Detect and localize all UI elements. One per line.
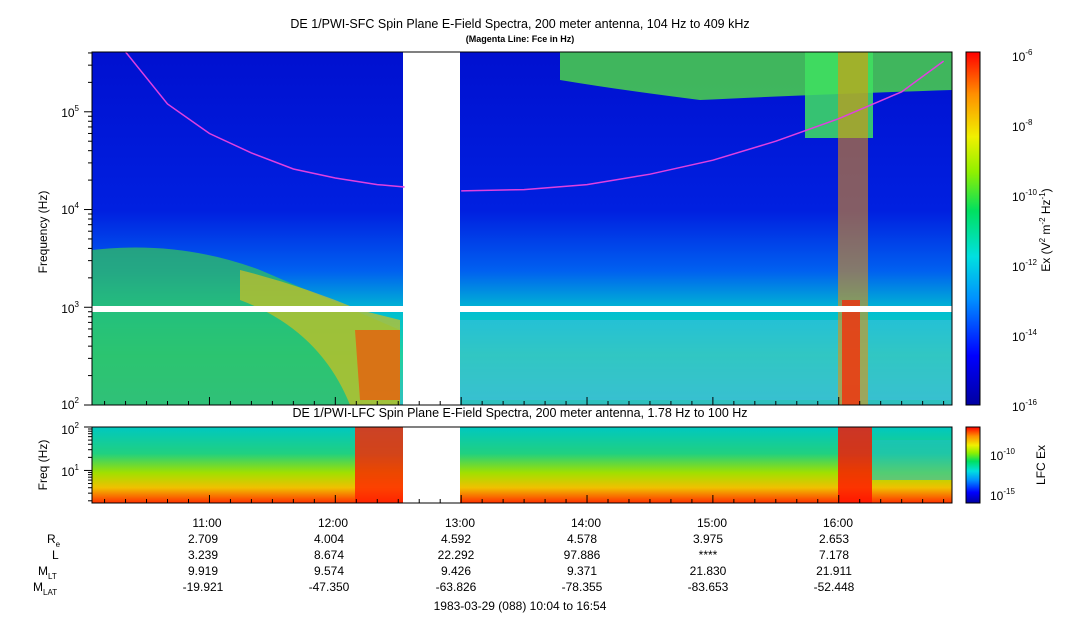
ephemeris-value: 9.919 <box>188 564 218 578</box>
sfc-data-gap <box>403 52 460 405</box>
sfc-colorbar-tick-label: 10-8 <box>1012 118 1033 134</box>
x-tick-marks <box>104 397 945 503</box>
sfc-intense-emission <box>355 330 400 400</box>
ephemeris-label-mlt: MLT <box>38 564 57 581</box>
lfc-burst-right <box>838 427 872 503</box>
lfc-y-tick-label: 102 <box>61 421 79 437</box>
sfc-y-tick-label: 105 <box>61 104 79 120</box>
ephemeris-value: **** <box>699 548 718 562</box>
sfc-colorbar-gradient <box>965 51 981 406</box>
sfc-chart-title: DE 1/PWI-SFC Spin Plane E-Field Spectra,… <box>290 17 750 31</box>
lfc-colorbar-gradient <box>965 426 981 504</box>
lfc-frame <box>91 426 953 504</box>
ephemeris-value: 8.674 <box>314 548 344 562</box>
sfc-colorbar: 10-6 10-8 10-10 10-12 10-14 10-16 Ex (V2… <box>965 48 1053 414</box>
x-tick-label: 11:00 <box>192 516 221 530</box>
ephemeris-value: 2.653 <box>819 532 849 546</box>
ephemeris-value: 22.292 <box>438 548 475 562</box>
sfc-y-tick-label: 104 <box>61 201 79 217</box>
ephemeris-value: 7.178 <box>819 548 849 562</box>
sfc-colorbar-tick-label: 10-16 <box>1012 398 1037 414</box>
sfc-y-tick-marks <box>84 52 92 406</box>
sfc-burst-core <box>842 300 860 405</box>
x-tick-label: 12:00 <box>318 516 348 530</box>
sfc-frame <box>91 51 953 406</box>
lfc-quiet-region <box>872 440 952 480</box>
lfc-y-tick-marks <box>84 426 92 502</box>
x-tick-label: 15:00 <box>697 516 727 530</box>
lfc-data-gap <box>403 427 460 503</box>
ephemeris-value: 9.574 <box>314 564 344 578</box>
sfc-low-freq-emission <box>92 247 400 405</box>
ephemeris-label-mlat: MLAT <box>33 580 57 597</box>
ephemeris-value: 4.578 <box>567 532 597 546</box>
ephemeris-value: -63.826 <box>436 580 477 594</box>
sfc-colorbar-tick-label: 10-12 <box>1012 258 1037 274</box>
lfc-colorbar-tick-label: 10-15 <box>990 487 1015 503</box>
ephemeris-value: 97.886 <box>564 548 601 562</box>
x-tick-label: 13:00 <box>445 516 475 530</box>
ephemeris-label-re: Re <box>47 532 61 549</box>
ephemeris-value: -47.350 <box>309 580 350 594</box>
sfc-missing-band <box>92 306 952 312</box>
lfc-y-tick-label: 101 <box>61 463 79 479</box>
x-tick-label: 14:00 <box>571 516 601 530</box>
lfc-colorbar-label: LFC Ex <box>1034 445 1048 485</box>
ephemeris-value: 4.592 <box>441 532 471 546</box>
sfc-y-axis-label: Frequency (Hz) <box>36 191 50 274</box>
lfc-background <box>92 427 952 503</box>
sfc-chart-subtitle: (Magenta Line: Fce in Hz) <box>465 34 575 44</box>
ephemeris-value: 21.911 <box>816 564 852 578</box>
x-tick-label: 16:00 <box>823 516 853 530</box>
lfc-spectrogram <box>91 426 953 504</box>
ephemeris-value: -83.653 <box>688 580 729 594</box>
lfc-colorbar: 10-10 10-15 LFC Ex <box>965 426 1048 504</box>
sfc-y-tick-label: 102 <box>61 396 79 412</box>
time-range-footer: 1983-03-29 (088) 10:04 to 16:54 <box>433 599 607 613</box>
lfc-colorbar-tick-label: 10-10 <box>990 447 1015 463</box>
fce-line <box>125 51 945 192</box>
lfc-y-axis-label: Freq (Hz) <box>36 440 50 491</box>
ephemeris-value: 9.371 <box>567 564 597 578</box>
ephemeris-label-l: L <box>52 548 59 562</box>
sfc-spectrogram <box>91 51 953 406</box>
sfc-colorbar-label: Ex (V2 m-2 Hz-1) <box>1038 188 1053 271</box>
ephemeris-value: -19.921 <box>183 580 224 594</box>
ephemeris-value: -52.448 <box>814 580 855 594</box>
sfc-y-tick-label: 103 <box>61 300 79 316</box>
sfc-low-band-right <box>460 320 952 400</box>
sfc-colorbar-tick-label: 10-14 <box>1012 328 1037 344</box>
ephemeris-value: 3.239 <box>188 548 218 562</box>
ephemeris-value: 9.426 <box>441 564 471 578</box>
ephemeris-value: 21.830 <box>690 564 727 578</box>
lfc-burst-left <box>355 427 403 503</box>
ephemeris-table: 11:00 12:00 13:00 14:00 15:00 16:00 Re L… <box>33 516 855 597</box>
ephemeris-value: -78.355 <box>562 580 603 594</box>
ephemeris-value: 3.975 <box>693 532 723 546</box>
sfc-y-axis: 102 103 104 105 Frequency (Hz) <box>36 52 92 412</box>
ephemeris-value: 4.004 <box>314 532 344 546</box>
sfc-colorbar-tick-label: 10-10 <box>1012 188 1037 204</box>
lfc-y-axis: 101 102 Freq (Hz) <box>36 421 92 502</box>
ephemeris-value: 2.709 <box>188 532 218 546</box>
lfc-chart-title: DE 1/PWI-LFC Spin Plane E-Field Spectra,… <box>292 406 748 420</box>
sfc-colorbar-tick-label: 10-6 <box>1012 48 1033 64</box>
